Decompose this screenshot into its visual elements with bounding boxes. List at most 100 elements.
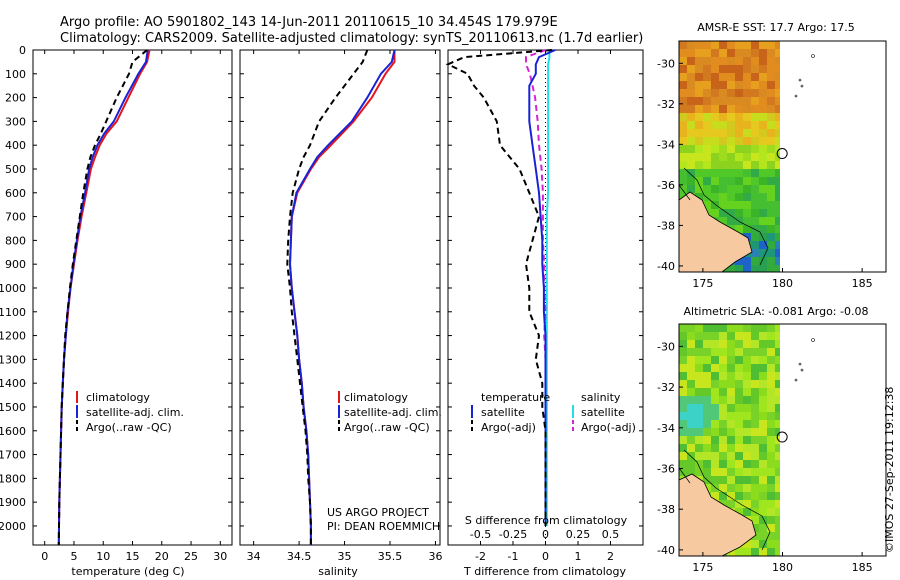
sla-cell bbox=[759, 468, 768, 477]
sla-cell bbox=[767, 532, 776, 541]
sst-cell bbox=[695, 41, 704, 50]
sst-cell bbox=[743, 121, 752, 130]
sla-map-ticks: 175 180 185 -30 -32 -34 -36 -38 -40 bbox=[657, 340, 873, 574]
sst-cell bbox=[751, 113, 760, 122]
x-tick-label: 25 bbox=[184, 550, 198, 563]
sla-cell bbox=[679, 356, 688, 365]
sst-cell bbox=[687, 145, 696, 154]
sst-cell bbox=[767, 193, 776, 202]
sst-cell bbox=[679, 121, 688, 130]
sst-cell bbox=[743, 49, 752, 58]
sla-cell bbox=[695, 436, 704, 445]
sla-cell bbox=[751, 388, 760, 397]
sst-map: 175 180 185 -30 -32 -34 -36 -38 -40 bbox=[657, 40, 887, 290]
x-tick-label: 34.5 bbox=[287, 550, 312, 563]
sla-cell bbox=[727, 324, 736, 333]
sst-cell bbox=[711, 153, 720, 162]
sst-cell bbox=[727, 201, 736, 210]
sla-cell bbox=[711, 444, 720, 453]
sla-cell bbox=[775, 436, 780, 445]
sst-cell bbox=[743, 113, 752, 122]
sla-cell bbox=[735, 332, 744, 341]
sst-cell bbox=[695, 49, 704, 58]
sst-cell bbox=[735, 41, 744, 50]
sla-cell bbox=[759, 460, 768, 469]
sla-cell bbox=[727, 372, 736, 381]
sla-cell bbox=[775, 372, 780, 381]
sst-cell bbox=[711, 49, 720, 58]
sst-cell bbox=[767, 217, 776, 226]
map-y-tick-label: -34 bbox=[657, 422, 675, 435]
sst-cell bbox=[743, 161, 752, 170]
sla-cell bbox=[687, 436, 696, 445]
sst-cell bbox=[703, 65, 712, 74]
sst-cell bbox=[719, 129, 728, 138]
sst-cell bbox=[759, 49, 768, 58]
x-tick-label: 35.5 bbox=[378, 550, 403, 563]
sla-cell bbox=[743, 444, 752, 453]
sla-cell bbox=[751, 476, 760, 485]
sst-cell bbox=[727, 153, 736, 162]
sst-cell bbox=[695, 97, 704, 106]
sst-cell bbox=[751, 97, 760, 106]
sla-cell bbox=[711, 332, 720, 341]
map-y-tick-label: -38 bbox=[657, 219, 675, 232]
sst-cell bbox=[759, 105, 768, 114]
depth-tick-label: 900 bbox=[5, 258, 26, 271]
sst-cell bbox=[703, 177, 712, 186]
sst-cell bbox=[679, 161, 688, 170]
sla-cell bbox=[711, 412, 720, 421]
sla-cell bbox=[735, 404, 744, 413]
sst-cell bbox=[775, 193, 780, 202]
sst-cell bbox=[767, 41, 776, 50]
sst-cell bbox=[743, 57, 752, 66]
sla-cell bbox=[751, 348, 760, 357]
sst-cell bbox=[751, 249, 760, 258]
sst-cell bbox=[743, 81, 752, 90]
sla-cell bbox=[703, 364, 712, 373]
figure-subtitle: Climatology: CARS2009. Satellite-adjuste… bbox=[60, 31, 643, 46]
sla-cell bbox=[719, 412, 728, 421]
sla-cell bbox=[703, 348, 712, 357]
sst-cell bbox=[711, 81, 720, 90]
sla-cell bbox=[687, 372, 696, 381]
sla-cell bbox=[703, 332, 712, 341]
sst-cell bbox=[703, 49, 712, 58]
sst-cell bbox=[727, 81, 736, 90]
sla-cell bbox=[743, 508, 752, 517]
depth-tick-label: 300 bbox=[5, 115, 26, 128]
sla-cell bbox=[743, 500, 752, 509]
sla-cell bbox=[695, 460, 704, 469]
sst-cell bbox=[727, 57, 736, 66]
sla-cell bbox=[719, 404, 728, 413]
sla-cell bbox=[687, 444, 696, 453]
sla-cell bbox=[743, 356, 752, 365]
sla-cell bbox=[719, 356, 728, 365]
sla-cell bbox=[711, 492, 720, 501]
sst-cell bbox=[743, 41, 752, 50]
sst-cell bbox=[743, 97, 752, 106]
sla-cell bbox=[767, 332, 776, 341]
sla-cell bbox=[759, 492, 768, 501]
sla-cell bbox=[743, 332, 752, 341]
sla-cell bbox=[735, 468, 744, 477]
sla-cell bbox=[767, 420, 776, 429]
sla-cell bbox=[767, 476, 776, 485]
sst-cell bbox=[735, 137, 744, 146]
sla-cell bbox=[743, 476, 752, 485]
sla-cell bbox=[767, 404, 776, 413]
sst-cell bbox=[679, 81, 688, 90]
sst-cell bbox=[735, 49, 744, 58]
sst-cell bbox=[711, 57, 720, 66]
sla-cell bbox=[703, 324, 712, 333]
sst-cell bbox=[735, 193, 744, 202]
sla-cell bbox=[759, 388, 768, 397]
sla-cell bbox=[695, 412, 704, 421]
sla-cell bbox=[775, 324, 780, 333]
sst-cell bbox=[703, 193, 712, 202]
sla-cell bbox=[775, 516, 780, 525]
sst-cell bbox=[711, 209, 720, 218]
sla-cell bbox=[775, 348, 780, 357]
sla-cell bbox=[695, 420, 704, 429]
sst-cell bbox=[679, 153, 688, 162]
